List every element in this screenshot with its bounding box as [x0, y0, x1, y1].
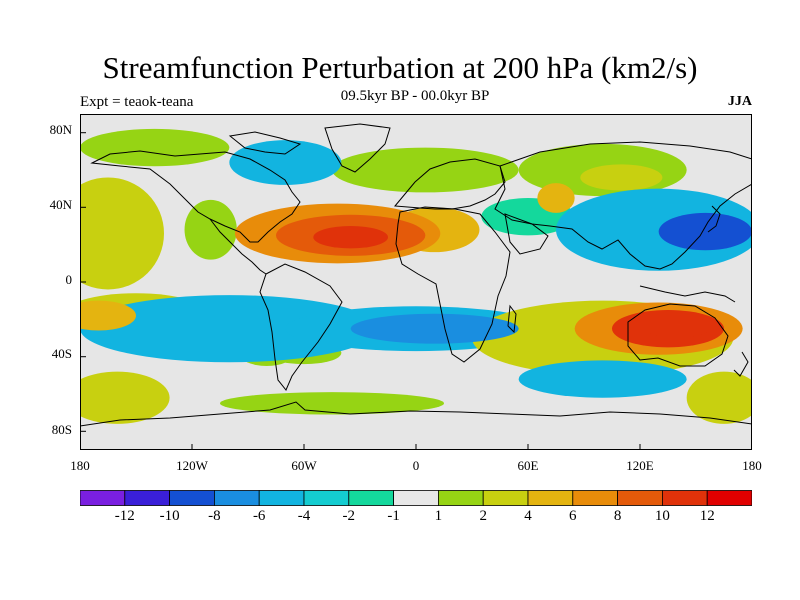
coast-australia — [627, 303, 729, 367]
coastlines — [80, 123, 752, 427]
lon-tick-180w: 180 — [70, 458, 90, 473]
colorbar-label: -8 — [208, 508, 221, 524]
colorbar-box-0 — [80, 490, 126, 506]
colorbar-box-7 — [393, 490, 439, 506]
field-contour-27 — [313, 226, 388, 249]
coast-indonesia — [639, 285, 736, 303]
coast-madagascar — [507, 304, 517, 334]
coast-south-america — [259, 263, 343, 391]
field-contour-1 — [80, 128, 230, 167]
colorbar-label: 6 — [569, 508, 577, 524]
colorbar-box-6 — [348, 490, 394, 506]
colorbar-box-1 — [124, 490, 170, 506]
field-contour-8 — [80, 177, 164, 290]
lon-tick-60w: 60W — [291, 458, 317, 473]
colorbar-label: 1 — [434, 508, 443, 524]
field-contour-21 — [537, 183, 575, 213]
field-layer — [80, 128, 752, 424]
field-contour-7 — [220, 392, 444, 415]
lat-tick-40s: 40S — [51, 346, 72, 361]
colorbar-box-10 — [527, 490, 574, 506]
lat-tick-40n: 40N — [49, 197, 72, 212]
field-contour-29 — [643, 315, 711, 338]
colorbar-label: -12 — [114, 508, 135, 524]
coast-africa — [395, 206, 511, 363]
tick-marks — [80, 132, 641, 450]
field-contour-20 — [80, 300, 136, 331]
lon-tick-180e: 180 — [742, 458, 762, 473]
colorbar-box-9 — [482, 490, 529, 506]
lat-tick-80n: 80N — [49, 122, 72, 137]
map-panel — [80, 114, 752, 450]
field-contour-13 — [80, 295, 379, 363]
colorbar-label: 12 — [699, 508, 715, 524]
field-contour-17 — [518, 360, 687, 398]
colorbar-label: -2 — [342, 508, 356, 524]
colorbar-label: 8 — [613, 508, 622, 524]
colorbar-box-4 — [258, 490, 305, 506]
colorbar-label: 2 — [479, 508, 487, 524]
plot-subtitle: 09.5kyr BP - 00.0kyr BP — [340, 88, 490, 104]
lon-tick-0: 0 — [412, 458, 420, 473]
field-contour-3 — [332, 147, 519, 193]
colorbar-label: 4 — [524, 508, 532, 524]
lat-tick-0: 0 — [65, 272, 73, 287]
season-label: JJA — [727, 94, 752, 109]
plot-title: Streamfunction Perturbation at 200 hPa (… — [102, 50, 698, 85]
lat-tick-80s: 80S — [51, 422, 72, 437]
field-contour-10 — [229, 140, 342, 185]
colorbar-box-5 — [303, 490, 350, 506]
coast-antarctica — [80, 401, 752, 427]
coast-japan — [707, 205, 721, 233]
colorbar-label: -4 — [297, 508, 311, 524]
coast-arctic-islands — [228, 131, 302, 155]
coast-europe — [393, 158, 506, 210]
lon-tick-60e: 60E — [517, 458, 539, 473]
coast-arabia — [504, 213, 549, 255]
coast-new-zealand — [733, 351, 749, 377]
field-contour-22 — [350, 313, 519, 344]
lon-tick-120w: 120W — [176, 458, 208, 473]
colorbar-box-13 — [662, 490, 708, 506]
field-contour-16 — [80, 371, 170, 424]
coast-asia — [494, 141, 752, 270]
colorbar-box-12 — [617, 490, 663, 506]
colorbar-label: -6 — [252, 508, 266, 524]
colorbar-box-2 — [169, 490, 215, 506]
colorbar-label: -10 — [159, 508, 180, 524]
coast-greenland — [324, 123, 391, 173]
field-contour-0 — [184, 199, 237, 260]
colorbar-label: -1 — [387, 508, 400, 524]
colorbar-box-14 — [706, 490, 752, 506]
coast-central-america — [209, 218, 267, 275]
experiment-label: Expt = teaok-teana — [80, 94, 194, 110]
colorbar-box-3 — [213, 490, 260, 506]
colorbar — [80, 490, 752, 506]
coast-north-america — [90, 150, 301, 243]
colorbar-box-8 — [437, 490, 484, 506]
field-contour-18 — [686, 371, 752, 424]
field-contour-24 — [658, 212, 752, 251]
lon-tick-120e: 120E — [626, 458, 654, 473]
colorbar-label: 10 — [654, 508, 670, 524]
field-contour-12 — [556, 188, 752, 271]
field-contour-11 — [580, 164, 663, 191]
colorbar-box-11 — [572, 490, 618, 506]
